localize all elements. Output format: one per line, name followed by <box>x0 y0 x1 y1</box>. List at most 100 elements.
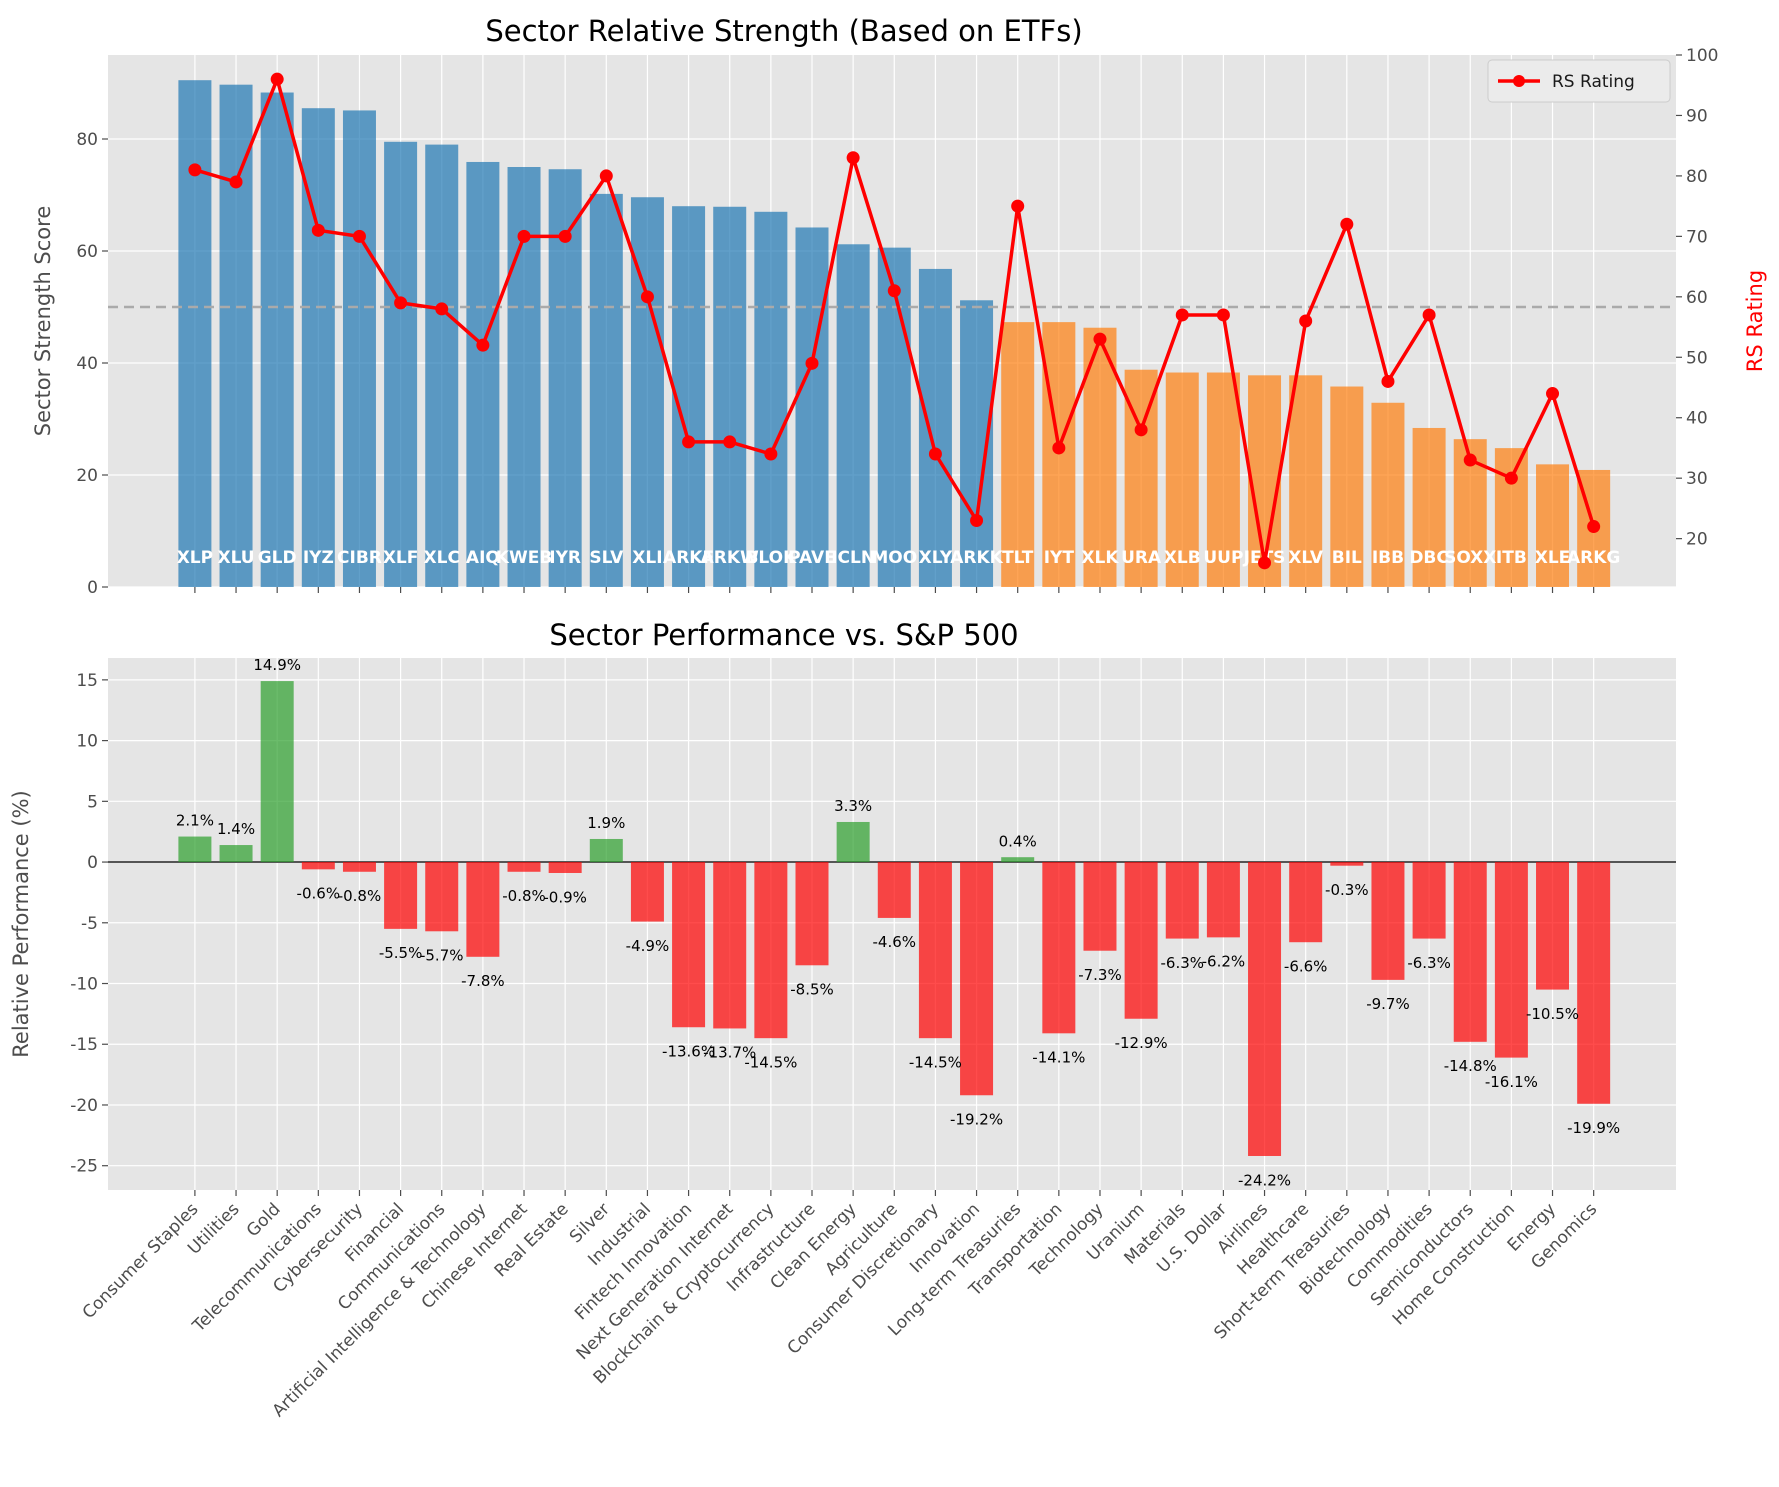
bottom-y-ticks: -25 -20 -15 -10 -5 0 5 10 15 <box>70 671 108 1177</box>
rs-rating-point <box>1422 308 1436 322</box>
rs-rating-point <box>723 435 737 449</box>
top-y2-tick-label: 40 <box>1686 409 1708 429</box>
rs-rating-point <box>1093 332 1107 346</box>
top-y-tick-label: 60 <box>76 242 98 262</box>
performance-bar <box>1494 862 1528 1058</box>
ticker-label: BIL <box>1332 548 1362 568</box>
performance-data-label: -7.8% <box>461 972 505 990</box>
bottom-y-tick-label: 5 <box>87 792 98 812</box>
performance-bar <box>960 862 994 1096</box>
performance-data-label: -19.2% <box>950 1111 1003 1129</box>
strength-bar <box>384 141 418 588</box>
ticker-label: PAVE <box>788 548 836 568</box>
rs-rating-point <box>1052 441 1066 455</box>
performance-bar <box>425 862 459 932</box>
rs-rating-point <box>1175 308 1189 322</box>
bottom-x-tick-label: Consumer Staples <box>79 1199 203 1323</box>
top-y2-tick-label: 90 <box>1686 106 1708 126</box>
performance-data-label: -5.7% <box>420 947 464 965</box>
rs-rating-point <box>1463 453 1477 467</box>
performance-data-label: -16.1% <box>1485 1073 1538 1091</box>
ticker-label: XLV <box>1288 548 1324 568</box>
performance-bar <box>918 862 952 1039</box>
strength-bar <box>1001 322 1035 587</box>
bottom-bars <box>178 681 1611 1156</box>
performance-data-label: -0.8% <box>338 887 382 905</box>
ticker-label: GLD <box>258 548 297 568</box>
rs-rating-point <box>805 356 819 370</box>
strength-bar <box>1371 402 1405 587</box>
strength-bar <box>877 247 911 587</box>
performance-data-label: -6.2% <box>1202 953 1246 971</box>
performance-data-label: -13.6% <box>662 1043 715 1061</box>
rs-rating-point <box>887 284 901 298</box>
rs-rating-line <box>188 72 1601 570</box>
bottom-y-tick-label: -20 <box>70 1096 98 1116</box>
performance-bar <box>1206 862 1240 938</box>
top-y2-tick-label: 60 <box>1686 288 1708 308</box>
performance-data-label: -7.3% <box>1078 966 1122 984</box>
rs-rating-point <box>640 290 654 304</box>
ticker-label: URA <box>1121 548 1162 568</box>
performance-data-label: -12.9% <box>1115 1034 1168 1052</box>
ticker-label: XLE <box>1535 548 1571 568</box>
performance-data-label: -4.9% <box>626 937 670 955</box>
performance-bar <box>836 821 870 863</box>
strength-bar <box>466 161 500 587</box>
strength-bar <box>178 80 212 587</box>
rs-rating-point <box>476 338 490 352</box>
top-y2-tick-label: 100 <box>1686 46 1718 66</box>
rs-rating-point <box>599 169 613 183</box>
rs-rating-point <box>517 229 531 243</box>
performance-bar <box>301 862 335 870</box>
rs-rating-point <box>970 514 984 527</box>
performance-data-label: -8.5% <box>790 981 834 999</box>
strength-bar <box>301 108 335 587</box>
top-y2-tick-label: 70 <box>1686 227 1708 247</box>
ticker-label: XLC <box>424 548 460 568</box>
top-y-tick-label: 40 <box>76 354 98 374</box>
ticker-label: IYR <box>549 548 581 568</box>
rs-rating-point <box>1011 199 1025 213</box>
performance-bar <box>1330 862 1364 866</box>
top-x-ticks <box>194 587 1595 593</box>
ticker-label: ITB <box>1496 548 1527 568</box>
top-bars <box>178 80 1611 588</box>
top-y2-tick-label: 50 <box>1686 348 1708 368</box>
performance-data-label: -0.6% <box>297 885 341 903</box>
strength-bar <box>1248 375 1282 587</box>
performance-data-label: -14.8% <box>1444 1057 1497 1075</box>
ticker-label: ICLN <box>831 548 875 568</box>
strength-bar <box>795 227 829 588</box>
strength-bar <box>1206 372 1240 587</box>
ticker-label: AIQ <box>466 548 500 568</box>
strength-bar <box>754 211 788 588</box>
bottom-chart-title: Sector Performance vs. S&P 500 <box>549 618 1018 652</box>
ticker-label: XLB <box>1164 548 1201 568</box>
rs-rating-point <box>1587 520 1601 534</box>
ticker-label: MOO <box>871 548 917 568</box>
performance-bar <box>1165 862 1199 939</box>
bottom-y-tick-label: -15 <box>70 1035 98 1055</box>
ticker-label: DBC <box>1409 548 1449 568</box>
rs-rating-point <box>1134 423 1148 437</box>
ticker-label: XLI <box>632 548 662 568</box>
performance-bar <box>548 862 582 873</box>
performance-bar <box>672 862 706 1028</box>
performance-data-label: -14.5% <box>744 1053 797 1071</box>
performance-bar <box>260 681 294 863</box>
performance-data-label: -5.5% <box>379 944 423 962</box>
strength-bar <box>425 144 459 587</box>
rs-rating-point <box>1258 556 1272 570</box>
rs-rating-point <box>928 447 942 461</box>
performance-bar <box>795 862 829 966</box>
ticker-label: XLF <box>383 548 419 568</box>
ticker-label: ARKK <box>950 548 1003 568</box>
rs-rating-point <box>188 163 202 177</box>
ticker-label: XLY <box>919 548 953 568</box>
performance-bar <box>1453 862 1487 1042</box>
rs-rating-point <box>1381 374 1395 388</box>
bottom-y-tick-label: -10 <box>70 975 98 995</box>
rs-rating-point <box>229 175 243 189</box>
